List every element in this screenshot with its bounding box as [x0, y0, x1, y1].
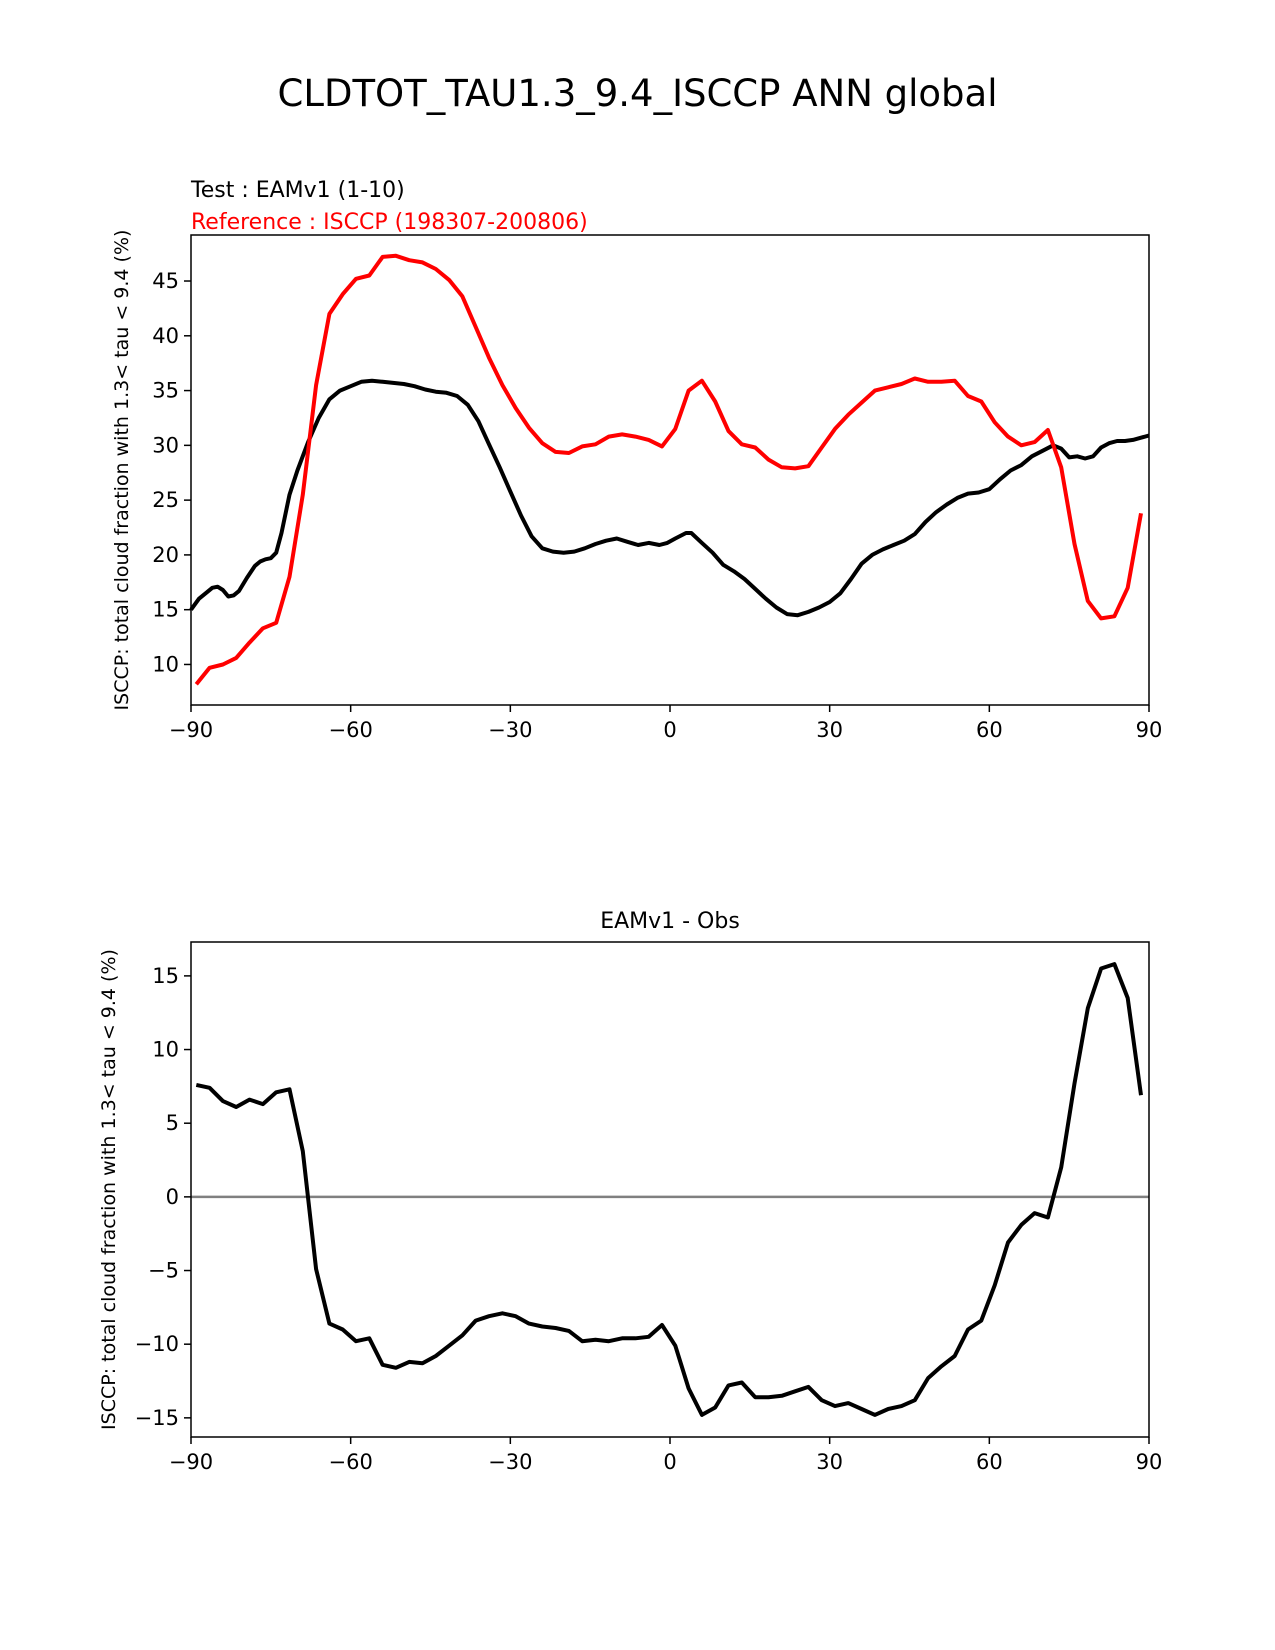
top-chart-y-tick-label: 15 — [152, 598, 179, 622]
top-chart-x-tick-label: −60 — [329, 718, 373, 742]
top-chart-y-tick-label: 40 — [152, 324, 179, 348]
top-chart-y-tick-label: 45 — [152, 269, 179, 293]
bottom-chart-y-tick-label: 10 — [152, 1038, 179, 1062]
top-chart-x-tick-label: 90 — [1136, 718, 1163, 742]
bottom-chart-x-tick-label: −60 — [329, 1450, 373, 1474]
bottom-chart-title: EAMv1 - Obs — [600, 909, 740, 934]
top-chart-y-axis-label: ISCCP: total cloud fraction with 1.3< ta… — [111, 230, 133, 711]
top-chart-y-tick-label: 20 — [152, 543, 179, 567]
bottom-chart-x-tick-label: 60 — [976, 1450, 1003, 1474]
bottom-chart-y-tick-label: 5 — [166, 1111, 179, 1135]
bottom-chart-y-tick-label: 15 — [152, 964, 179, 988]
top-chart-x-tick-label: 0 — [663, 718, 676, 742]
bottom-chart-x-tick-label: 90 — [1136, 1450, 1163, 1474]
top-chart-x-tick-label: 30 — [816, 718, 843, 742]
figure-title: CLDTOT_TAU1.3_9.4_ISCCP ANN global — [277, 72, 998, 115]
bottom-difference-chart: −90 −60 −30 0 30 60 90 −15 −10 −5 0 5 10 15 ISCCP: tot… — [98, 909, 1163, 1474]
top-line-chart: −90 −60 −30 0 30 60 90 10 15 20 25 30 35 40 45 ISCCP: t… — [111, 178, 1163, 742]
bottom-chart-x-tick-label: −30 — [488, 1450, 532, 1474]
top-chart-x-tick-label: −30 — [488, 718, 532, 742]
top-chart-x-tick-label: −90 — [169, 718, 213, 742]
top-chart-title-line-0: Test : EAMv1 (1-10) — [190, 178, 405, 203]
bottom-chart-series-line-0 — [195, 962, 1143, 1417]
bottom-chart-y-tick-label: −15 — [135, 1406, 179, 1430]
top-chart-y-tick-label: 30 — [152, 433, 179, 457]
bottom-chart-y-tick-label: −10 — [135, 1332, 179, 1356]
top-chart-x-tick-label: 60 — [976, 718, 1003, 742]
bottom-chart-y-tick-label: 0 — [166, 1185, 179, 1209]
top-chart-series-line-0 — [189, 378, 1150, 618]
bottom-chart-x-tick-label: 30 — [816, 1450, 843, 1474]
bottom-chart-x-tick-label: −90 — [169, 1450, 213, 1474]
top-chart-series-line-1 — [194, 253, 1143, 686]
bottom-chart-y-tick-label: −5 — [148, 1259, 179, 1283]
top-chart-title-line-1: Reference : ISCCP (198307-200806) — [191, 210, 588, 235]
top-chart-y-tick-label: 35 — [152, 379, 179, 403]
bottom-chart-y-axis-label: ISCCP: total cloud fraction with 1.3< ta… — [98, 949, 120, 1430]
bottom-chart-x-tick-label: 0 — [663, 1450, 676, 1474]
top-chart-y-tick-label: 25 — [152, 488, 179, 512]
top-chart-y-tick-label: 10 — [152, 652, 179, 676]
bottom-chart-plot-frame — [190, 941, 1150, 1438]
